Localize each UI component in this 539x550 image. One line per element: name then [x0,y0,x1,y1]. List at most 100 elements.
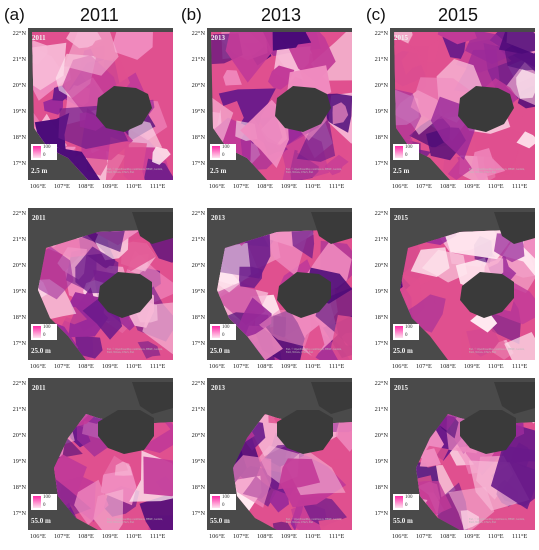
latitude-tick-label: 18°N [12,484,26,491]
legend-high-label: 100 [43,495,51,500]
legend-color-bar [212,326,220,338]
depth-label: 55.0 m [393,517,413,525]
concentration-patch [499,32,535,54]
concentration-patch [394,86,422,151]
latitude-tick-label: 18°N [12,134,26,141]
longitude-tick-label: 106°E [209,533,225,540]
map-credit: Esri, © OpenStreetMap contributors, HERE… [286,518,342,524]
latitude-tick-label: 17°N [374,340,388,347]
concentration-patch [421,249,468,283]
year-tag: 2011 [32,34,46,42]
map-panel: 2011 100 0 55.0 m Esri, © OpenStreetMap cont… [28,378,173,530]
concentration-patch [128,119,163,148]
latitude-tick-label: 18°N [374,484,388,491]
map-panel: 2011 100 0 2.5 m Esri, © OpenStreetMap contr… [28,28,173,180]
longitude-tick-label: 109°E [464,533,480,540]
concentration-patch [318,518,342,530]
longitude-tick-label: 111°E [329,363,345,370]
map-credit: Esri, © OpenStreetMap contributors, HERE… [469,518,525,524]
latitude-tick-label: 20°N [12,82,26,89]
concentration-patch [143,456,173,497]
concentration-patch [152,146,171,165]
concentration-patch [137,341,161,359]
map-credit: Esri, © OpenStreetMap contributors, HERE… [107,518,163,524]
concentration-patch [32,42,67,91]
legend-low-label: 0 [222,503,225,508]
latitude-tick-label: 21°N [191,406,205,413]
year-tag: 2015 [394,384,408,392]
latitude-tick-label: 22°N [374,30,388,37]
latitude-tick-label: 20°N [191,432,205,439]
depth-label: 2.5 m [210,167,227,175]
longitude-tick-label: 107°E [416,363,432,370]
panel-letter: (b) [181,5,202,24]
latitude-tick-label: 17°N [374,160,388,167]
longitude-tick-label: 108°E [440,183,456,190]
latitude-tick-label: 19°N [374,458,388,465]
concentration-patch [142,301,173,358]
latitude-tick-label: 22°N [374,210,388,217]
concentration-map [207,378,352,530]
depth-label: 2.5 m [393,167,410,175]
legend-low-label: 0 [222,333,225,338]
concentration-patch [331,315,352,360]
latitude-tick-label: 19°N [191,288,205,295]
concentration-patch [252,228,314,277]
longitude-tick-label: 110°E [488,183,504,190]
concentration-patch [516,131,535,149]
longitude-tick-label: 107°E [416,183,432,190]
latitude-tick-label: 19°N [12,288,26,295]
latitude-tick-label: 18°N [374,314,388,321]
concentration-patch [259,309,311,347]
longitude-tick-label: 111°E [512,363,528,370]
longitude-tick-label: 110°E [305,183,321,190]
longitude-tick-label: 106°E [30,363,46,370]
latitude-tick-label: 21°N [191,56,205,63]
latitude-tick-label: 18°N [191,134,205,141]
legend-low-label: 0 [405,333,408,338]
concentration-patch [291,228,315,259]
concentration-patch [104,136,149,180]
longitude-tick-label: 111°E [329,533,345,540]
longitude-tick-label: 108°E [257,533,273,540]
color-legend: 100 0 [393,494,419,510]
concentration-patch [272,521,293,530]
latitude-tick-label: 20°N [374,432,388,439]
concentration-patch [143,158,173,180]
color-legend: 100 0 [31,324,57,340]
longitude-tick-label: 109°E [281,533,297,540]
concentration-map [28,28,173,180]
latitude-tick-label: 21°N [374,56,388,63]
map-credit: Esri, © OpenStreetMap contributors, HERE… [469,168,525,174]
latitude-tick-label: 19°N [191,458,205,465]
longitude-tick-label: 111°E [150,533,166,540]
panel-letter: (a) [4,5,25,24]
longitude-tick-label: 108°E [78,363,94,370]
depth-label: 25.0 m [210,347,230,355]
latitude-tick-label: 21°N [374,236,388,243]
depth-label: 25.0 m [393,347,413,355]
concentration-map [207,208,352,360]
mainland-coast [132,382,173,414]
mainland-coast [311,212,352,244]
latitude-tick-label: 17°N [191,160,205,167]
latitude-tick-label: 19°N [374,288,388,295]
map-panel: 2013 100 0 2.5 m Esri, © OpenStreetMap contr… [207,28,352,180]
latitude-tick-label: 22°N [191,30,205,37]
latitude-tick-label: 18°N [191,484,205,491]
column-year: 2011 [80,4,119,25]
legend-color-bar [212,496,220,508]
color-legend: 100 0 [210,324,236,340]
latitude-tick-label: 17°N [12,510,26,517]
longitude-tick-label: 106°E [392,183,408,190]
concentration-patch [233,455,272,508]
color-legend: 100 0 [393,144,419,160]
longitude-tick-label: 107°E [233,363,249,370]
longitude-tick-label: 108°E [257,363,273,370]
legend-low-label: 0 [43,153,46,158]
latitude-tick-label: 22°N [12,30,26,37]
map-panel: 2013 100 0 25.0 m Esri, © OpenStreetMap cont… [207,208,352,360]
latitude-tick-label: 20°N [12,262,26,269]
concentration-patch [63,32,119,76]
concentration-patch [110,32,154,60]
